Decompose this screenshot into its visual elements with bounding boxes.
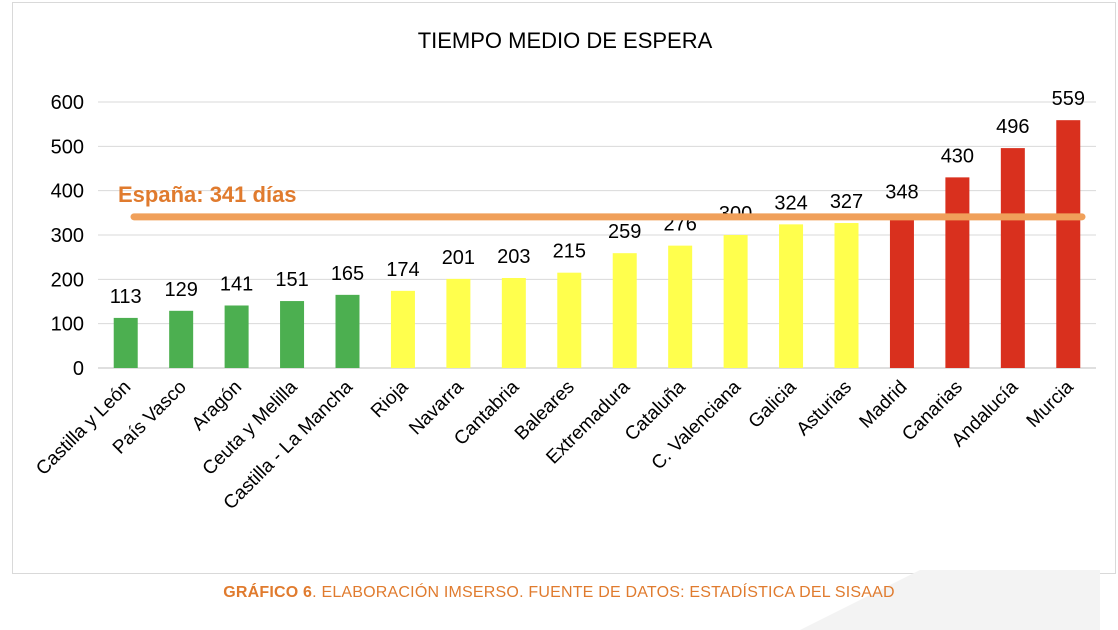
bar (889, 213, 914, 368)
data-label: 113 (110, 286, 142, 308)
bar (945, 177, 970, 368)
bar (335, 294, 360, 368)
bar (779, 224, 804, 368)
data-label: 327 (830, 191, 863, 213)
data-label: 430 (941, 145, 974, 167)
chart-title: TIEMPO MEDIO DE ESPERA (418, 28, 713, 53)
bar (1056, 120, 1081, 368)
y-tick-label: 200 (51, 269, 84, 291)
y-tick-label: 300 (51, 225, 84, 247)
x-tick-label: Murcia (1023, 376, 1078, 431)
bar (224, 305, 249, 368)
bar (501, 278, 526, 368)
bar (446, 278, 471, 368)
bar-chart: TIEMPO MEDIO DE ESPERA 0 100 200 300 400 500 60… (32, 28, 1096, 514)
watermark-shape (800, 570, 1100, 630)
bar (834, 223, 859, 368)
data-label: 203 (497, 246, 530, 268)
data-label: 201 (442, 247, 475, 269)
figure-caption: GRÁFICO 6. ELABORACIÓN IMSERSO. FUENTE D… (0, 584, 1118, 602)
data-label: 165 (331, 263, 364, 285)
data-label: 348 (885, 182, 918, 204)
y-tick-label: 100 (51, 314, 84, 336)
caption-text: . ELABORACIÓN IMSERSO. FUENTE DE DATOS: … (312, 584, 895, 601)
data-label: 141 (220, 273, 253, 295)
bar (723, 235, 748, 368)
x-tick-label: Asturias (793, 377, 856, 440)
data-label: 559 (1052, 88, 1085, 110)
data-label: 324 (774, 192, 807, 214)
y-tick-label: 400 (51, 181, 84, 203)
x-tick-label: Ceuta y Melilla (199, 376, 302, 479)
y-tick-label: 0 (73, 358, 84, 380)
x-tick-label: Rioja (367, 376, 413, 422)
data-label: 129 (164, 279, 197, 301)
bar (390, 290, 415, 368)
data-label: 215 (553, 241, 586, 263)
y-tick-label: 600 (51, 92, 84, 114)
bar (1000, 148, 1025, 368)
bar (612, 253, 637, 368)
bar (113, 317, 138, 368)
data-label: 174 (386, 259, 419, 281)
x-tick-label: Madrid (856, 377, 912, 433)
caption-figure-number: GRÁFICO 6 (223, 584, 313, 601)
x-tick-label: Castilla y León (32, 377, 135, 480)
y-tick-label: 500 (51, 136, 84, 158)
data-label: 496 (996, 116, 1029, 138)
bar (169, 310, 194, 368)
reference-line-label: España: 341 días (118, 182, 297, 207)
data-label: 259 (608, 221, 641, 243)
bar (668, 245, 693, 368)
bar (280, 301, 305, 368)
bar (557, 272, 582, 368)
data-label: 151 (275, 269, 308, 291)
